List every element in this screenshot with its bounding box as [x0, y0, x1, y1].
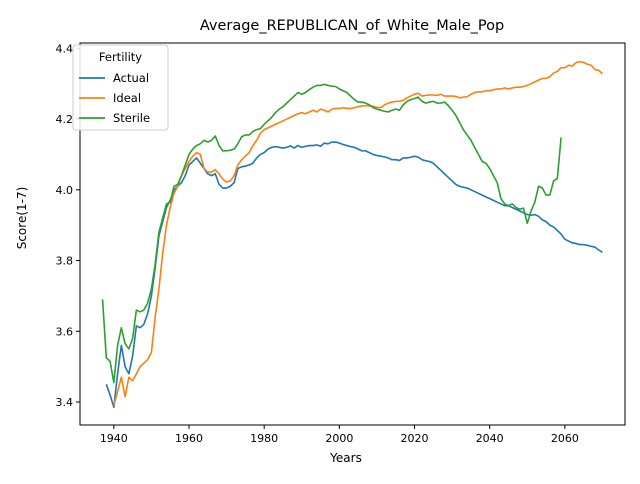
legend-label-actual: Actual: [113, 71, 149, 85]
x-axis-label: Years: [329, 451, 362, 465]
y-tick-label: 3.6: [56, 325, 74, 338]
series-line-actual: [105, 141, 603, 409]
x-tick-label: 2000: [325, 432, 353, 445]
x-tick-label: 1940: [100, 432, 128, 445]
series-line-ideal: [113, 60, 603, 406]
y-tick-label: 4.4: [56, 42, 74, 55]
y-tick-label: 4.0: [56, 184, 74, 197]
x-tick-label: 2040: [476, 432, 504, 445]
legend: Fertility Actual Ideal Sterile: [72, 44, 169, 131]
plot-frame: [79, 42, 626, 426]
y-axis: 3.4 3.6 3.8 4.0 4.2 4.4: [56, 42, 80, 409]
legend-label-ideal: Ideal: [113, 91, 141, 105]
legend-title: Fertility: [99, 50, 142, 64]
x-tick-label: 1980: [250, 432, 278, 445]
legend-label-sterile: Sterile: [113, 111, 150, 125]
y-tick-label: 4.2: [56, 113, 74, 126]
x-tick-label: 1960: [175, 432, 203, 445]
x-axis: 1940 1960 1980 2000 2020 2040 2060: [100, 425, 579, 445]
y-tick-label: 3.8: [56, 255, 74, 268]
x-tick-label: 2060: [551, 432, 579, 445]
y-tick-label: 3.4: [56, 396, 74, 409]
y-axis-label: Score(1-7): [15, 187, 29, 250]
series-line-sterile: [101, 83, 562, 384]
x-tick-label: 2020: [401, 432, 429, 445]
chart-title: Average_REPUBLICAN_of_White_Male_Pop: [200, 18, 504, 34]
series-layer: [101, 60, 603, 409]
legend-box: [72, 44, 169, 131]
